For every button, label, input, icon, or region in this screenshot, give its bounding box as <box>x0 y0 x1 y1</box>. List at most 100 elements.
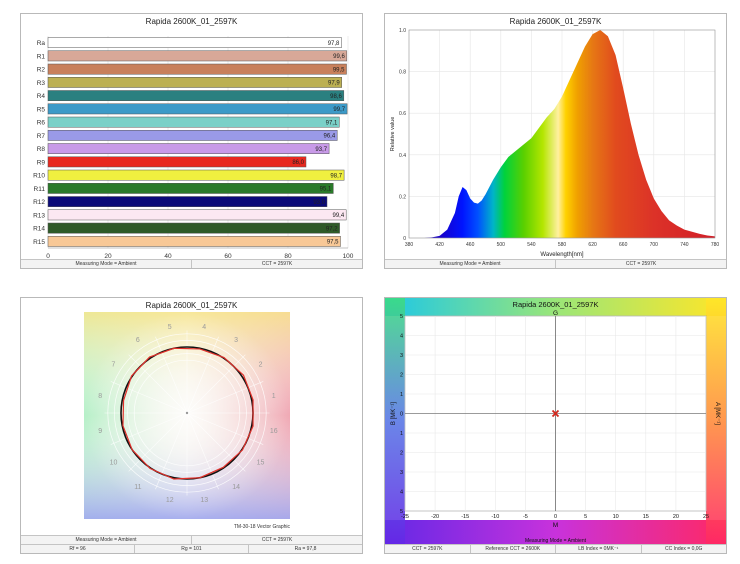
cri-x-tick: 20 <box>104 253 112 260</box>
cri-category-label: R7 <box>37 133 46 140</box>
tm30-hue-spoke <box>186 381 264 414</box>
cri-x-tick: 40 <box>164 253 172 260</box>
cri-value-label: 96,4 <box>324 134 336 140</box>
cri-category-label: R2 <box>37 67 46 74</box>
cri-category-label: R14 <box>33 226 45 233</box>
tint-left-band <box>385 298 405 544</box>
cri-value-label: 99,7 <box>333 107 345 113</box>
spectrum-cct: CCT = 2597K <box>625 261 657 267</box>
tint-bottom-caption: Measuring Mode = Ambient <box>525 538 587 544</box>
spectrum-x-tick: 500 <box>497 242 506 248</box>
tint-y-tick: 3 <box>400 353 403 359</box>
cri-x-tick: 0 <box>46 253 50 260</box>
tm30-hue-spoke <box>128 412 188 472</box>
cri-bar <box>47 63 347 75</box>
cri-bar <box>47 37 342 48</box>
tm30-hue-bin-label: 14 <box>232 484 240 491</box>
cri-category-label: R10 <box>33 173 45 180</box>
spectrum-plot-frame <box>408 29 716 239</box>
tint-panel: Rapida 2600K_01_2597K G -25 -20 -15 -10 -5 0 5 10… <box>384 297 727 554</box>
tm30-hue-spoke <box>110 381 188 414</box>
cri-bar <box>47 103 348 115</box>
tm30-hue-bin-label: 1 <box>272 393 276 400</box>
cri-category-label: Ra <box>37 40 46 47</box>
cri-value-label: 97,8 <box>328 41 340 47</box>
tint-title: Rapida 2600K_01_2597K <box>513 300 599 309</box>
tm30-hue-bin-label: 8 <box>98 393 102 400</box>
spectrum-mode: Measuring Mode = Ambient <box>385 260 556 268</box>
tm30-hue-bin-label: 16 <box>270 428 278 435</box>
spectrum-status: Measuring Mode = Ambient CCT = 2597K <box>385 259 726 268</box>
cri-bar <box>47 156 307 168</box>
spectrum-x-tick: 460 <box>466 242 475 248</box>
tm30-hue-bin-label: 9 <box>98 428 102 435</box>
spectrum-y-tick: 0.2 <box>399 194 406 200</box>
tm30-hue-spoke <box>110 412 188 445</box>
tm30-hue-spoke <box>186 412 246 472</box>
tint-x-tick: -25 <box>401 514 409 520</box>
cri-category-label: R1 <box>37 53 46 60</box>
cri-category-label: R15 <box>33 239 45 246</box>
tint-x-tick: 10 <box>613 514 619 520</box>
spectrum-chart: 380 420 460 500 540 580 620 660 700 740 780 0 0.2 0.4… <box>390 28 720 258</box>
tint-y-tick: 2 <box>400 373 403 379</box>
spectrum-title: Rapida 2600K_01_2597K <box>509 17 602 26</box>
cri-category-label: R12 <box>33 199 45 206</box>
cri-bar <box>47 143 330 154</box>
tm30-hue-spoke <box>155 336 188 414</box>
cri-x-tick: 60 <box>224 253 232 260</box>
tm30-hue-bin-label: 6 <box>136 337 140 344</box>
tm30-hue-bin-label: 13 <box>200 497 208 504</box>
tint-lb-index: LB Index = 0MK⁻¹ <box>556 545 642 553</box>
cri-value-label: 98,7 <box>330 173 342 179</box>
spectrum-y-tick: 0.4 <box>399 153 406 159</box>
cri-category-label: R4 <box>37 93 46 100</box>
tm30-mode: Measuring Mode = Ambient <box>21 536 192 544</box>
spectrum-x-tick: 580 <box>558 242 567 248</box>
tm30-hue-spoke <box>186 336 219 414</box>
tint-x-label: A [MK⁻¹] <box>714 402 720 425</box>
tint-cct: CCT = 2597K <box>385 545 471 553</box>
cri-value-label: 99,6 <box>333 54 345 60</box>
tm30-rf: Rf = 96 <box>21 545 135 553</box>
cri-chart: 0 20 40 60 80 100 Ra 97,8 R1 99,6 R2 99,5 R3 97,9 R4 98… <box>33 36 354 260</box>
tm30-panel: Rapida 2600K_01_2597K 1 2 3 4 5 6 7 8 9 10 11 12 13 1… <box>20 297 363 554</box>
tm30-hue-bin-label: 11 <box>134 484 141 491</box>
tint-x-tick: 25 <box>703 514 709 520</box>
spectrum-x-label: Wavelength[nm] <box>540 252 583 258</box>
tm30-hue-bin-label: 3 <box>234 337 238 344</box>
spectrum-x-tick: 540 <box>527 242 536 248</box>
tm30-hue-bin-label: 2 <box>259 361 263 368</box>
cri-mode: Measuring Mode = Ambient <box>21 260 192 268</box>
tm30-title: Rapida 2600K_01_2597K <box>145 301 238 310</box>
tint-y-tick: 2 <box>400 451 403 457</box>
tint-measured-point <box>551 409 560 418</box>
tint-x-tick: 0 <box>554 514 557 520</box>
cri-category-label: R6 <box>37 120 46 127</box>
tm30-stats: Rf = 96 Rg = 101 Ra = 97,8 <box>21 544 362 553</box>
cri-cct: CCT = 2597K <box>261 261 293 267</box>
tm30-hue-spoke <box>186 354 246 414</box>
tm30-test-polygon <box>122 347 254 480</box>
tint-y-tick: 5 <box>400 314 403 320</box>
cri-category-label: R11 <box>34 186 46 193</box>
tm30-center-point <box>185 411 189 415</box>
cri-value-label: 97,2 <box>326 226 338 232</box>
tint-y-tick: 4 <box>400 490 403 496</box>
tint-x-tick: -5 <box>523 514 528 520</box>
cri-category-label: R8 <box>37 146 46 153</box>
cri-bar <box>47 77 342 88</box>
spectrum-x-tick: 780 <box>711 242 720 248</box>
tint-y-tick: 0 <box>400 412 403 418</box>
tint-bottom-label: M <box>553 522 558 529</box>
tint-right-band <box>706 298 726 544</box>
cri-value-label: 97,1 <box>326 120 338 126</box>
cri-bar <box>47 209 347 221</box>
tm30-hue-bin-label: 5 <box>168 324 172 331</box>
tint-status: CCT = 2597K Reference CCT = 2600K LB Ind… <box>385 544 726 553</box>
spectrum-y-label: Relative value <box>390 117 396 152</box>
tint-top-band <box>385 298 726 316</box>
tint-x-tick: 20 <box>673 514 679 520</box>
cri-x-tick: 80 <box>284 253 292 260</box>
spectrum-x-tick: 660 <box>619 242 628 248</box>
